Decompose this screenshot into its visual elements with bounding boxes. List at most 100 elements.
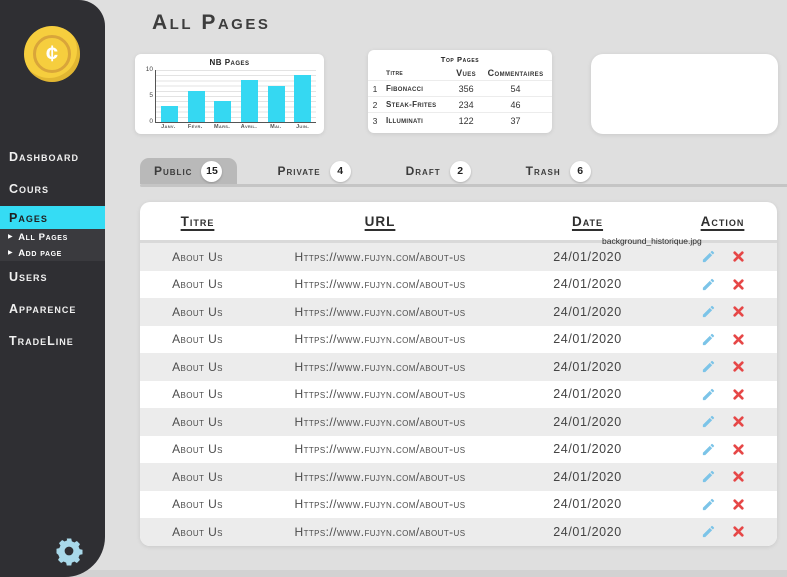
sidebar-nav: DashboardCoursPages▶All Pages▶Add pageUs… bbox=[0, 141, 105, 357]
x-tick-label: Mai. bbox=[262, 124, 289, 130]
sidebar-subitem-add-page[interactable]: ▶Add page bbox=[0, 245, 105, 261]
top-pages-col-commentaires: Commentaires bbox=[479, 66, 552, 81]
tab-count-badge: 2 bbox=[450, 161, 471, 182]
edit-pencil-icon[interactable] bbox=[701, 332, 716, 347]
page-url-cell: Https://www.fujyn.com/about-us bbox=[255, 442, 505, 456]
pages-table-row: About UsHttps://www.fujyn.com/about-us24… bbox=[140, 271, 777, 299]
y-tick-label: 0 bbox=[149, 119, 153, 126]
top-pages-rank: 3 bbox=[368, 113, 382, 129]
edit-pencil-icon[interactable] bbox=[701, 442, 716, 457]
top-pages-commentaires: 37 bbox=[479, 113, 552, 129]
page-titre-cell: About Us bbox=[140, 277, 255, 291]
sidebar-item-apparence[interactable]: Apparence bbox=[0, 293, 105, 325]
play-triangle-icon: ▶ bbox=[8, 234, 13, 240]
tab-count-badge: 4 bbox=[330, 161, 351, 182]
tab-label: Public bbox=[154, 164, 192, 178]
edit-pencil-icon[interactable] bbox=[701, 387, 716, 402]
delete-x-icon[interactable] bbox=[732, 333, 745, 346]
cent-symbol: ¢ bbox=[46, 43, 58, 65]
delete-x-icon[interactable] bbox=[732, 305, 745, 318]
page-url-cell: Https://www.fujyn.com/about-us bbox=[255, 332, 505, 346]
sidebar-item-users[interactable]: Users bbox=[0, 261, 105, 293]
sidebar-subitem-all-pages[interactable]: ▶All Pages bbox=[0, 229, 105, 245]
tab-public[interactable]: Public 15 bbox=[140, 158, 237, 184]
page-action-cell bbox=[670, 277, 775, 292]
page-titre-cell: About Us bbox=[140, 305, 255, 319]
tab-label: Trash bbox=[526, 164, 561, 178]
delete-x-icon[interactable] bbox=[732, 525, 745, 538]
top-pages-titre: Steak-Frites bbox=[382, 97, 453, 113]
tab-count-badge: 15 bbox=[201, 161, 222, 182]
page-url-cell: Https://www.fujyn.com/about-us bbox=[255, 470, 505, 484]
pages-table-row: About UsHttps://www.fujyn.com/about-us24… bbox=[140, 436, 777, 464]
chart-bar bbox=[268, 86, 285, 122]
page-action-cell bbox=[670, 359, 775, 374]
edit-pencil-icon[interactable] bbox=[701, 414, 716, 429]
edit-pencil-icon[interactable] bbox=[701, 277, 716, 292]
edit-pencil-icon[interactable] bbox=[701, 304, 716, 319]
delete-x-icon[interactable] bbox=[732, 470, 745, 483]
page-url-cell: Https://www.fujyn.com/about-us bbox=[255, 305, 505, 319]
pages-table-card: TitreURLDateAction background_historique… bbox=[140, 202, 777, 546]
sidebar: ¢ DashboardCoursPages▶All Pages▶Add page… bbox=[0, 0, 105, 577]
tabs-divider bbox=[140, 184, 787, 187]
chart-title: NB Pages bbox=[135, 58, 324, 67]
chart-bar-slot bbox=[263, 70, 290, 122]
chart-bar bbox=[241, 80, 258, 122]
edit-pencil-icon[interactable] bbox=[701, 359, 716, 374]
top-pages-vues: 356 bbox=[453, 81, 479, 97]
edit-pencil-icon[interactable] bbox=[701, 469, 716, 484]
page-url-cell: Https://www.fujyn.com/about-us bbox=[255, 415, 505, 429]
edit-pencil-icon[interactable] bbox=[701, 524, 716, 539]
sidebar-item-dashboard[interactable]: Dashboard bbox=[0, 141, 105, 173]
tab-trash[interactable]: Trash 6 bbox=[512, 158, 606, 184]
page-url-cell: Https://www.fujyn.com/about-us bbox=[255, 250, 505, 264]
delete-x-icon[interactable] bbox=[732, 388, 745, 401]
sidebar-item-pages[interactable]: Pages bbox=[0, 206, 105, 229]
x-tick-label: Avril. bbox=[235, 124, 262, 130]
tab-draft[interactable]: Draft2 bbox=[392, 158, 486, 184]
top-pages-row: 2Steak-Frites23446 bbox=[368, 97, 552, 113]
page-titre-cell: About Us bbox=[140, 360, 255, 374]
chart-bar bbox=[188, 91, 205, 122]
tab-private[interactable]: Private4 bbox=[263, 158, 365, 184]
top-pages-title: Top Pages bbox=[368, 55, 552, 64]
chart-bar bbox=[161, 106, 178, 122]
tab-count-badge: 6 bbox=[570, 161, 591, 182]
delete-x-icon[interactable] bbox=[732, 360, 745, 373]
page-date-cell: 24/01/2020 bbox=[505, 470, 670, 484]
delete-x-icon[interactable] bbox=[732, 415, 745, 428]
delete-x-icon[interactable] bbox=[732, 443, 745, 456]
page-date-cell: 24/01/2020 bbox=[505, 277, 670, 291]
delete-x-icon[interactable] bbox=[732, 278, 745, 291]
empty-panel-card bbox=[591, 54, 778, 134]
page-titre-cell: About Us bbox=[140, 332, 255, 346]
nb-pages-chart-card: NB Pages 0510 Janv.Févr.Mars.Avril.Mai.J… bbox=[135, 54, 324, 134]
pages-col-header-action[interactable]: Action bbox=[670, 214, 775, 229]
pages-table-row: About UsHttps://www.fujyn.com/about-us24… bbox=[140, 326, 777, 354]
pages-col-header-url[interactable]: URL bbox=[255, 214, 505, 229]
page-url-cell: Https://www.fujyn.com/about-us bbox=[255, 497, 505, 511]
top-pages-row: 1Fibonacci35654 bbox=[368, 81, 552, 97]
delete-x-icon[interactable] bbox=[732, 498, 745, 511]
page-titre-cell: About Us bbox=[140, 250, 255, 264]
page-date-cell: 24/01/2020 bbox=[505, 497, 670, 511]
page-date-cell: 24/01/2020 bbox=[505, 250, 670, 264]
sidebar-item-tradeline[interactable]: TradeLine bbox=[0, 325, 105, 357]
chart-bar-slot bbox=[156, 70, 183, 122]
edit-pencil-icon[interactable] bbox=[701, 249, 716, 264]
top-pages-commentaires: 46 bbox=[479, 97, 552, 113]
delete-x-icon[interactable] bbox=[732, 250, 745, 263]
pages-col-header-date[interactable]: Date bbox=[505, 214, 670, 229]
sidebar-item-cours[interactable]: Cours bbox=[0, 173, 105, 205]
status-tabs: Public 15 Private4 Draft2 Trash 6 bbox=[140, 158, 632, 184]
page-action-cell bbox=[670, 332, 775, 347]
pages-col-header-titre[interactable]: Titre bbox=[140, 214, 255, 229]
top-pages-card: Top Pages TitreVuesCommentaires 1Fibonac… bbox=[368, 50, 552, 133]
top-pages-titre: Fibonacci bbox=[382, 81, 453, 97]
chart-bar-slot bbox=[209, 70, 236, 122]
pages-table-row: About UsHttps://www.fujyn.com/about-us24… bbox=[140, 298, 777, 326]
x-tick-label: Mars. bbox=[209, 124, 236, 130]
edit-pencil-icon[interactable] bbox=[701, 497, 716, 512]
settings-gear-icon[interactable] bbox=[54, 536, 84, 566]
